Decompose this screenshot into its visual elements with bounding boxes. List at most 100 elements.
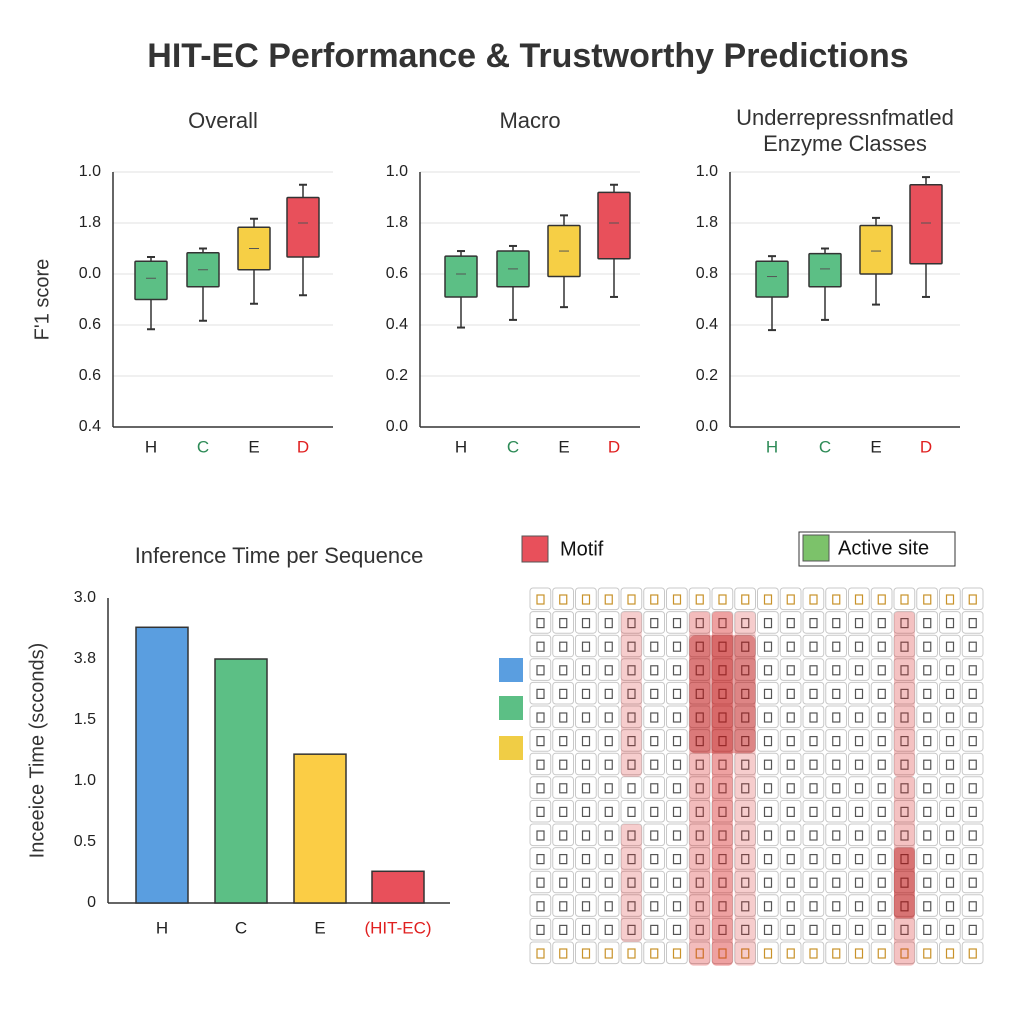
highlight	[894, 776, 915, 966]
grid-cell	[688, 729, 711, 752]
grid-cell	[734, 611, 756, 634]
grid-cell	[643, 941, 665, 965]
cell-glyph	[672, 806, 682, 818]
grid-cell	[597, 917, 620, 941]
cell-glyph	[923, 830, 932, 841]
chart-title: Enzyme Classes	[763, 131, 927, 156]
cell-glyph	[695, 688, 704, 700]
grid-cell	[893, 587, 916, 611]
y-tick-label: 0.4	[696, 316, 718, 333]
grid-cell	[529, 870, 552, 894]
cell-glyph	[604, 783, 613, 794]
grid-cell	[848, 917, 870, 941]
grid-cell	[961, 658, 984, 681]
cell-glyph	[672, 688, 682, 700]
cell-glyph	[581, 877, 591, 888]
cell-glyph	[877, 877, 886, 888]
grid-cell	[620, 776, 643, 799]
grid-cell	[848, 870, 870, 894]
cell-glyph	[741, 594, 750, 605]
cell-glyph	[604, 806, 613, 818]
chart-title: Inference Time per Sequence	[135, 543, 424, 568]
chart-title: Underrepressnfmatled	[736, 105, 954, 130]
cell-glyph	[968, 759, 977, 770]
cell-glyph	[627, 853, 636, 865]
cell-glyph	[854, 853, 864, 865]
cell-glyph	[718, 948, 727, 959]
grid-cell	[643, 847, 665, 870]
grid-cell	[597, 847, 620, 870]
grid-cell	[529, 658, 552, 681]
cell-glyph	[741, 735, 750, 747]
grid-cell	[643, 799, 665, 823]
grid-cell	[734, 752, 756, 776]
cell-glyph	[604, 665, 613, 676]
cell-glyph	[672, 924, 682, 936]
cell-glyph	[854, 806, 864, 818]
cell-glyph	[559, 830, 568, 841]
grid-cell	[802, 587, 825, 611]
cell-glyph	[718, 830, 727, 841]
grid-cell	[870, 705, 893, 729]
cell-glyph	[854, 877, 864, 888]
grid-cell	[893, 823, 916, 847]
cell-glyph	[832, 688, 841, 700]
cell-glyph	[877, 641, 886, 652]
grid-cell	[552, 870, 574, 894]
cell-glyph	[604, 853, 613, 865]
grid-cell	[779, 705, 802, 729]
grid-cell	[643, 823, 665, 847]
grid-cell	[848, 823, 870, 847]
grid-cell	[825, 587, 847, 611]
grid-cell	[961, 634, 984, 658]
grid-cell	[961, 681, 984, 705]
cell-glyph	[536, 665, 545, 676]
grid-cell	[961, 752, 984, 776]
cell-glyph	[650, 853, 659, 865]
cell-glyph	[923, 853, 932, 865]
cell-glyph	[559, 759, 568, 770]
cell-glyph	[536, 924, 545, 936]
grid-cell	[870, 847, 893, 870]
grid-cell	[893, 776, 916, 799]
y-tick-label: 0	[87, 894, 96, 911]
y-tick-label: 1.0	[696, 163, 718, 180]
grid-cell	[939, 894, 961, 917]
grid-cell	[757, 729, 779, 752]
cell-glyph	[786, 924, 795, 936]
grid-cell	[893, 894, 916, 917]
cell-glyph	[923, 688, 932, 700]
grid-cell	[916, 823, 938, 847]
cell-glyph	[809, 688, 818, 700]
grid-cell	[552, 941, 574, 965]
highlight	[621, 611, 642, 777]
grid-cell	[711, 611, 734, 634]
side-marker	[499, 696, 523, 720]
y-tick-label: 0.2	[386, 367, 408, 384]
grid-cell	[597, 752, 620, 776]
grid-cell	[825, 823, 847, 847]
y-tick-label: 0.6	[386, 265, 408, 282]
cell-glyph	[945, 924, 955, 936]
cell-glyph	[741, 877, 750, 888]
grid-cell	[688, 917, 711, 941]
cell-glyph	[763, 688, 773, 700]
grid-cell	[597, 658, 620, 681]
cell-glyph	[695, 806, 704, 818]
cell-glyph	[627, 783, 636, 794]
grid-cell	[939, 870, 961, 894]
grid-cell	[529, 917, 552, 941]
grid-cell	[711, 870, 734, 894]
cell-glyph	[786, 641, 795, 652]
grid-cell	[575, 658, 597, 681]
grid-cell	[666, 658, 688, 681]
cell-glyph	[627, 641, 636, 652]
cell-glyph	[945, 735, 955, 747]
grid-cell	[939, 776, 961, 799]
cell-glyph	[900, 665, 909, 676]
grid-cell	[825, 611, 847, 634]
grid-cell	[893, 611, 916, 634]
grid-cell	[597, 941, 620, 965]
cell-glyph	[604, 924, 613, 936]
cell-glyph	[559, 641, 568, 652]
